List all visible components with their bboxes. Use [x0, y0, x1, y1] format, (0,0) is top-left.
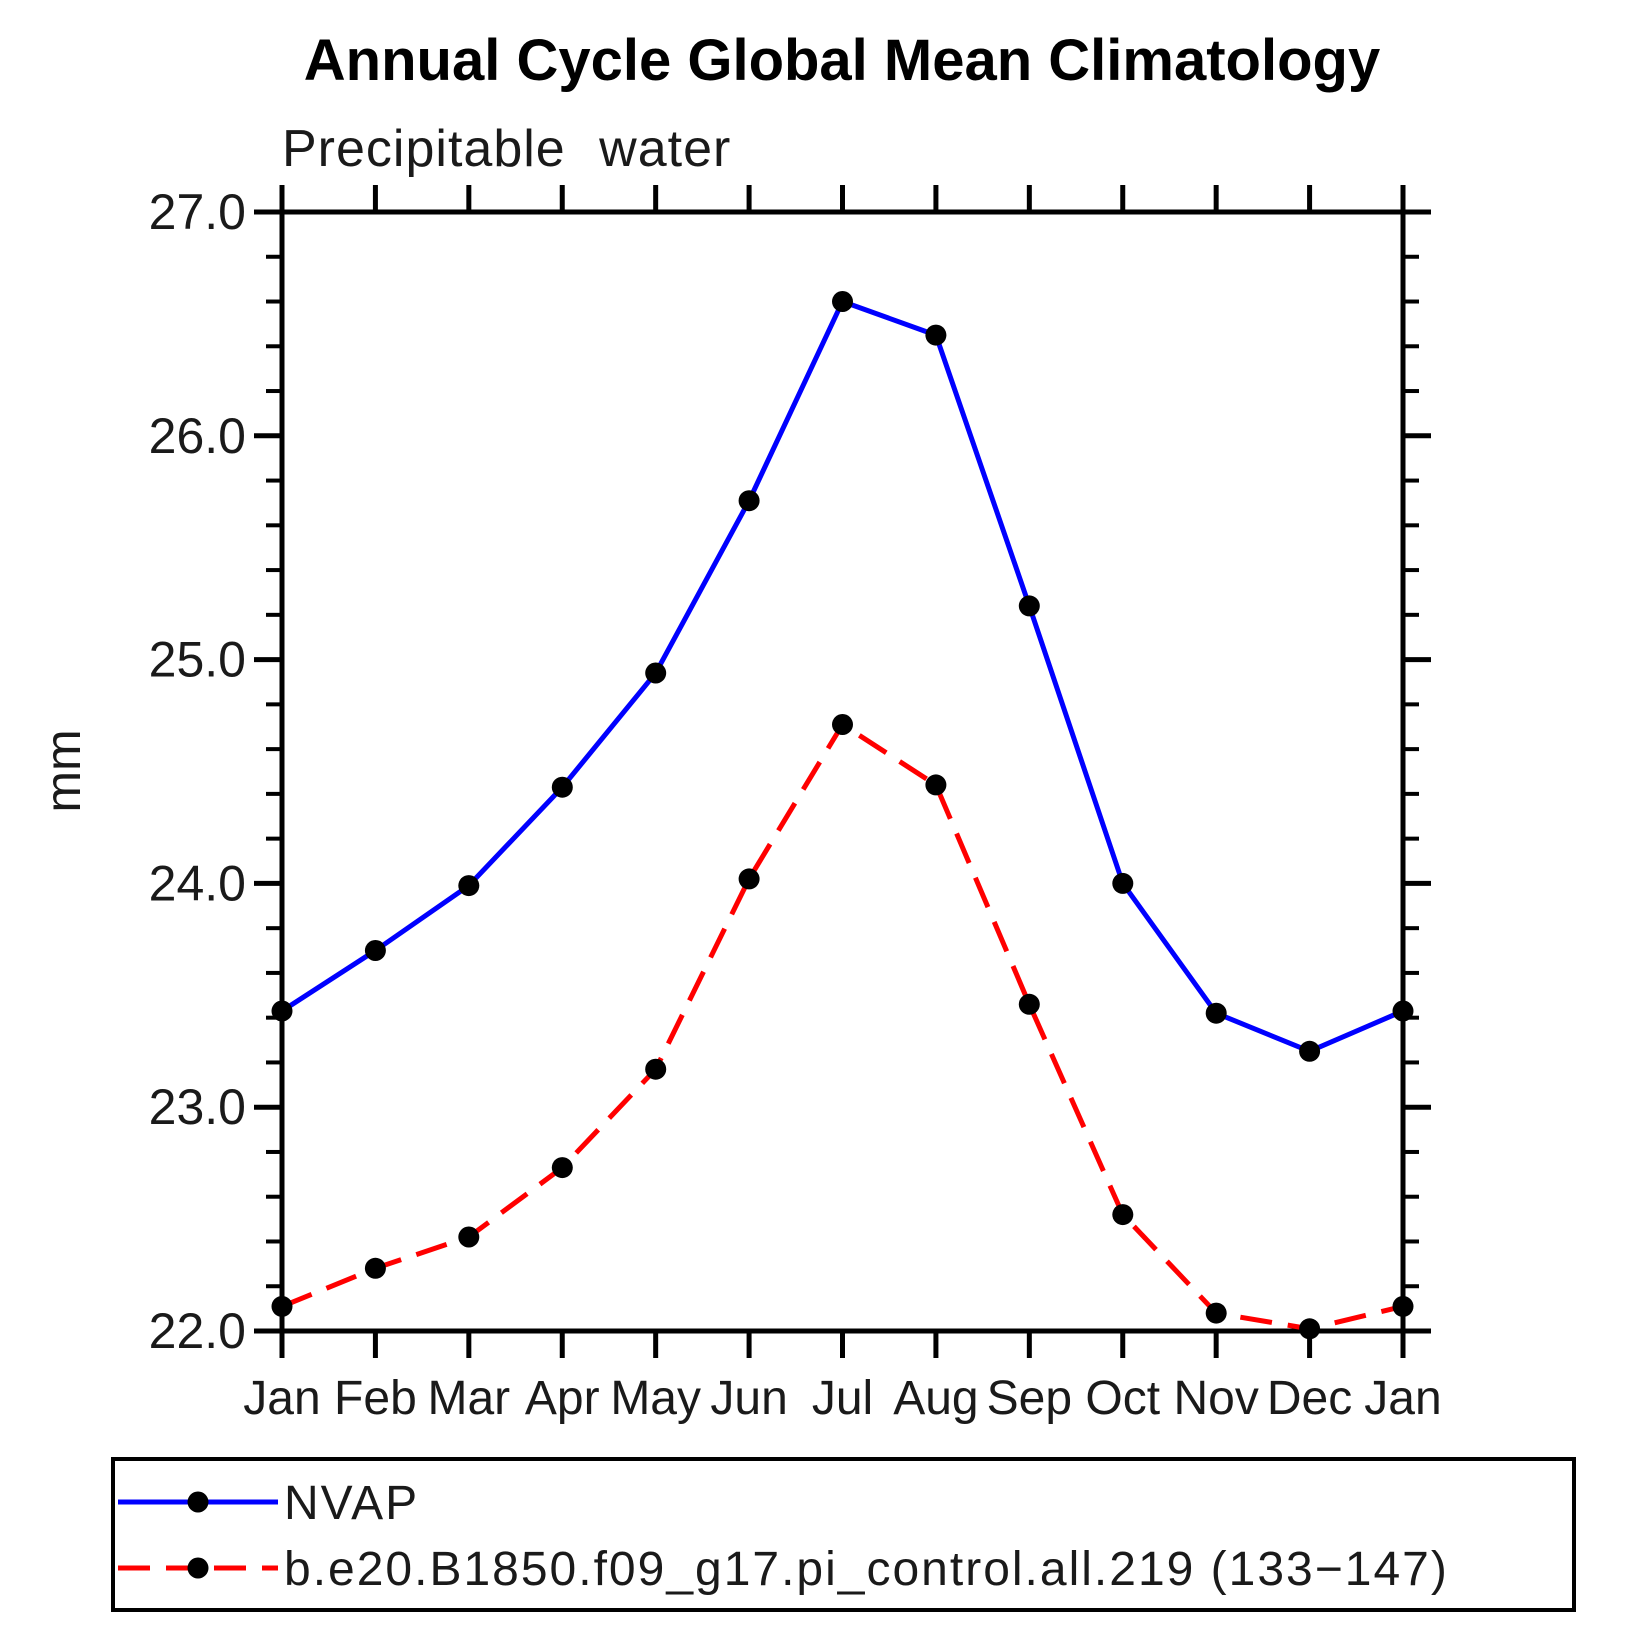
plot-frame	[279, 209, 1406, 1334]
series-1-marker-May	[645, 1058, 667, 1080]
series-line-1	[281, 721, 1404, 1332]
data-series-lines	[271, 291, 1414, 1340]
legend-label-model: b.e20.B1850.f09_g17.pi_control.all.219 (…	[284, 1543, 1449, 1596]
x-tick-label-3: Apr	[525, 1372, 600, 1425]
chart-title: Annual Cycle Global Mean Climatology	[304, 28, 1380, 93]
series-line-0	[280, 298, 1404, 1055]
x-tick-label-0: Jan	[243, 1372, 320, 1425]
series-0-marker-Mar	[458, 875, 480, 897]
series-1-marker-Jan	[271, 1295, 293, 1317]
series-1-marker-Mar	[458, 1226, 480, 1248]
x-tick-label-7: Aug	[893, 1372, 978, 1425]
legend-border	[111, 1457, 1576, 1612]
x-tick-label-4: May	[610, 1372, 701, 1425]
x-tick-label-2: Mar	[427, 1372, 510, 1425]
x-tick-label-10: Nov	[1173, 1372, 1258, 1425]
y-axis-tick-labels: 22.0 23.0 24.0 25.0 26.0 27.0	[149, 184, 246, 1359]
y-tick-label-3: 25.0	[149, 632, 246, 688]
y-axis-unit-label: mm	[35, 729, 91, 812]
series-1-marker-Oct	[1112, 1204, 1134, 1226]
series-0-marker-Apr	[551, 776, 573, 798]
series-1-marker-Jun	[738, 868, 760, 890]
series-1-marker-Dec	[1299, 1318, 1321, 1340]
x-tick-label-9: Oct	[1085, 1372, 1160, 1425]
y-tick-label-4: 26.0	[149, 408, 246, 464]
series-1-marker-Apr	[551, 1157, 573, 1179]
series-0-marker-Jan	[1392, 1000, 1414, 1022]
series-0-marker-Aug	[925, 324, 947, 346]
series-1-marker-Aug	[925, 774, 947, 796]
x-tick-label-8: Sep	[987, 1372, 1072, 1425]
y-tick-label-5: 27.0	[149, 184, 246, 240]
series-0-marker-Jan	[271, 1000, 293, 1022]
series-0-marker-Oct	[1112, 872, 1134, 894]
series-1-marker-Nov	[1205, 1302, 1227, 1324]
legend-label-nvap: NVAP	[284, 1477, 419, 1530]
x-axis-ticks	[279, 185, 1406, 1358]
series-1-marker-Sep	[1018, 993, 1040, 1015]
series-0-marker-Sep	[1018, 595, 1040, 617]
series-0-marker-Dec	[1299, 1040, 1321, 1062]
x-tick-label-11: Dec	[1267, 1372, 1352, 1425]
y-axis-ticks	[254, 209, 1431, 1334]
series-0-marker-Nov	[1205, 1002, 1227, 1024]
legend-entry-nvap: NVAP	[118, 1477, 419, 1530]
series-0-marker-Jun	[738, 490, 760, 512]
x-tick-label-12: Jan	[1364, 1372, 1441, 1425]
series-0-marker-Feb	[364, 940, 386, 961]
chart-subtitle: Precipitable water	[282, 120, 731, 178]
y-tick-label-0: 22.0	[149, 1303, 246, 1359]
x-tick-label-6: Jul	[812, 1372, 873, 1425]
series-1-marker-Feb	[364, 1257, 386, 1279]
series-1-marker-Jul	[832, 714, 853, 735]
x-axis-month-labels: Jan Feb Mar Apr May Jun Jul Aug Sep Oct Nov Dec Jan	[243, 1372, 1441, 1425]
legend-box: NVAP b.e20.B1850.f09_g17.pi_control.all.…	[111, 1457, 1576, 1612]
legend-sample-marker-model	[187, 1557, 209, 1579]
legend-sample-marker-nvap	[187, 1491, 209, 1513]
x-tick-label-5: Jun	[710, 1372, 787, 1425]
y-tick-label-2: 24.0	[149, 855, 246, 911]
y-tick-label-1: 23.0	[149, 1079, 246, 1135]
series-1-marker-Jan	[1392, 1295, 1414, 1317]
series-0-marker-Jul	[832, 291, 853, 312]
legend-entry-model: b.e20.B1850.f09_g17.pi_control.all.219 (…	[118, 1543, 1449, 1596]
series-0-marker-May	[645, 662, 667, 684]
x-tick-label-1: Feb	[334, 1372, 417, 1425]
